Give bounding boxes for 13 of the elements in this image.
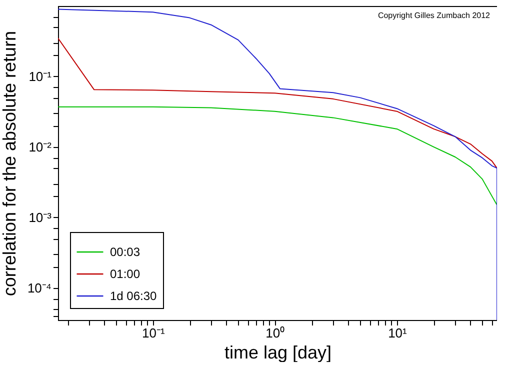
y-tick-label: 10⁻²	[28, 139, 52, 154]
y-axis-title: correlation for the absolute return	[0, 30, 20, 296]
y-tick-label: 10⁻⁴	[27, 280, 52, 296]
legend-label: 00:03	[110, 245, 140, 259]
x-tick-label: 10⁻¹	[142, 326, 166, 340]
y-tick-label: 10⁻¹	[28, 68, 52, 84]
legend-label: 1d 06:30	[110, 289, 158, 303]
annotation: Copyright Gilles Zumbach 2012	[378, 11, 491, 20]
x-tick-label: 10¹	[388, 326, 408, 340]
y-tick-label: 10⁻³	[28, 210, 52, 225]
legend-label: 01:00	[110, 267, 140, 281]
x-tick-label: 10⁰	[266, 326, 286, 340]
x-axis-title: time lag [day]	[224, 342, 332, 362]
